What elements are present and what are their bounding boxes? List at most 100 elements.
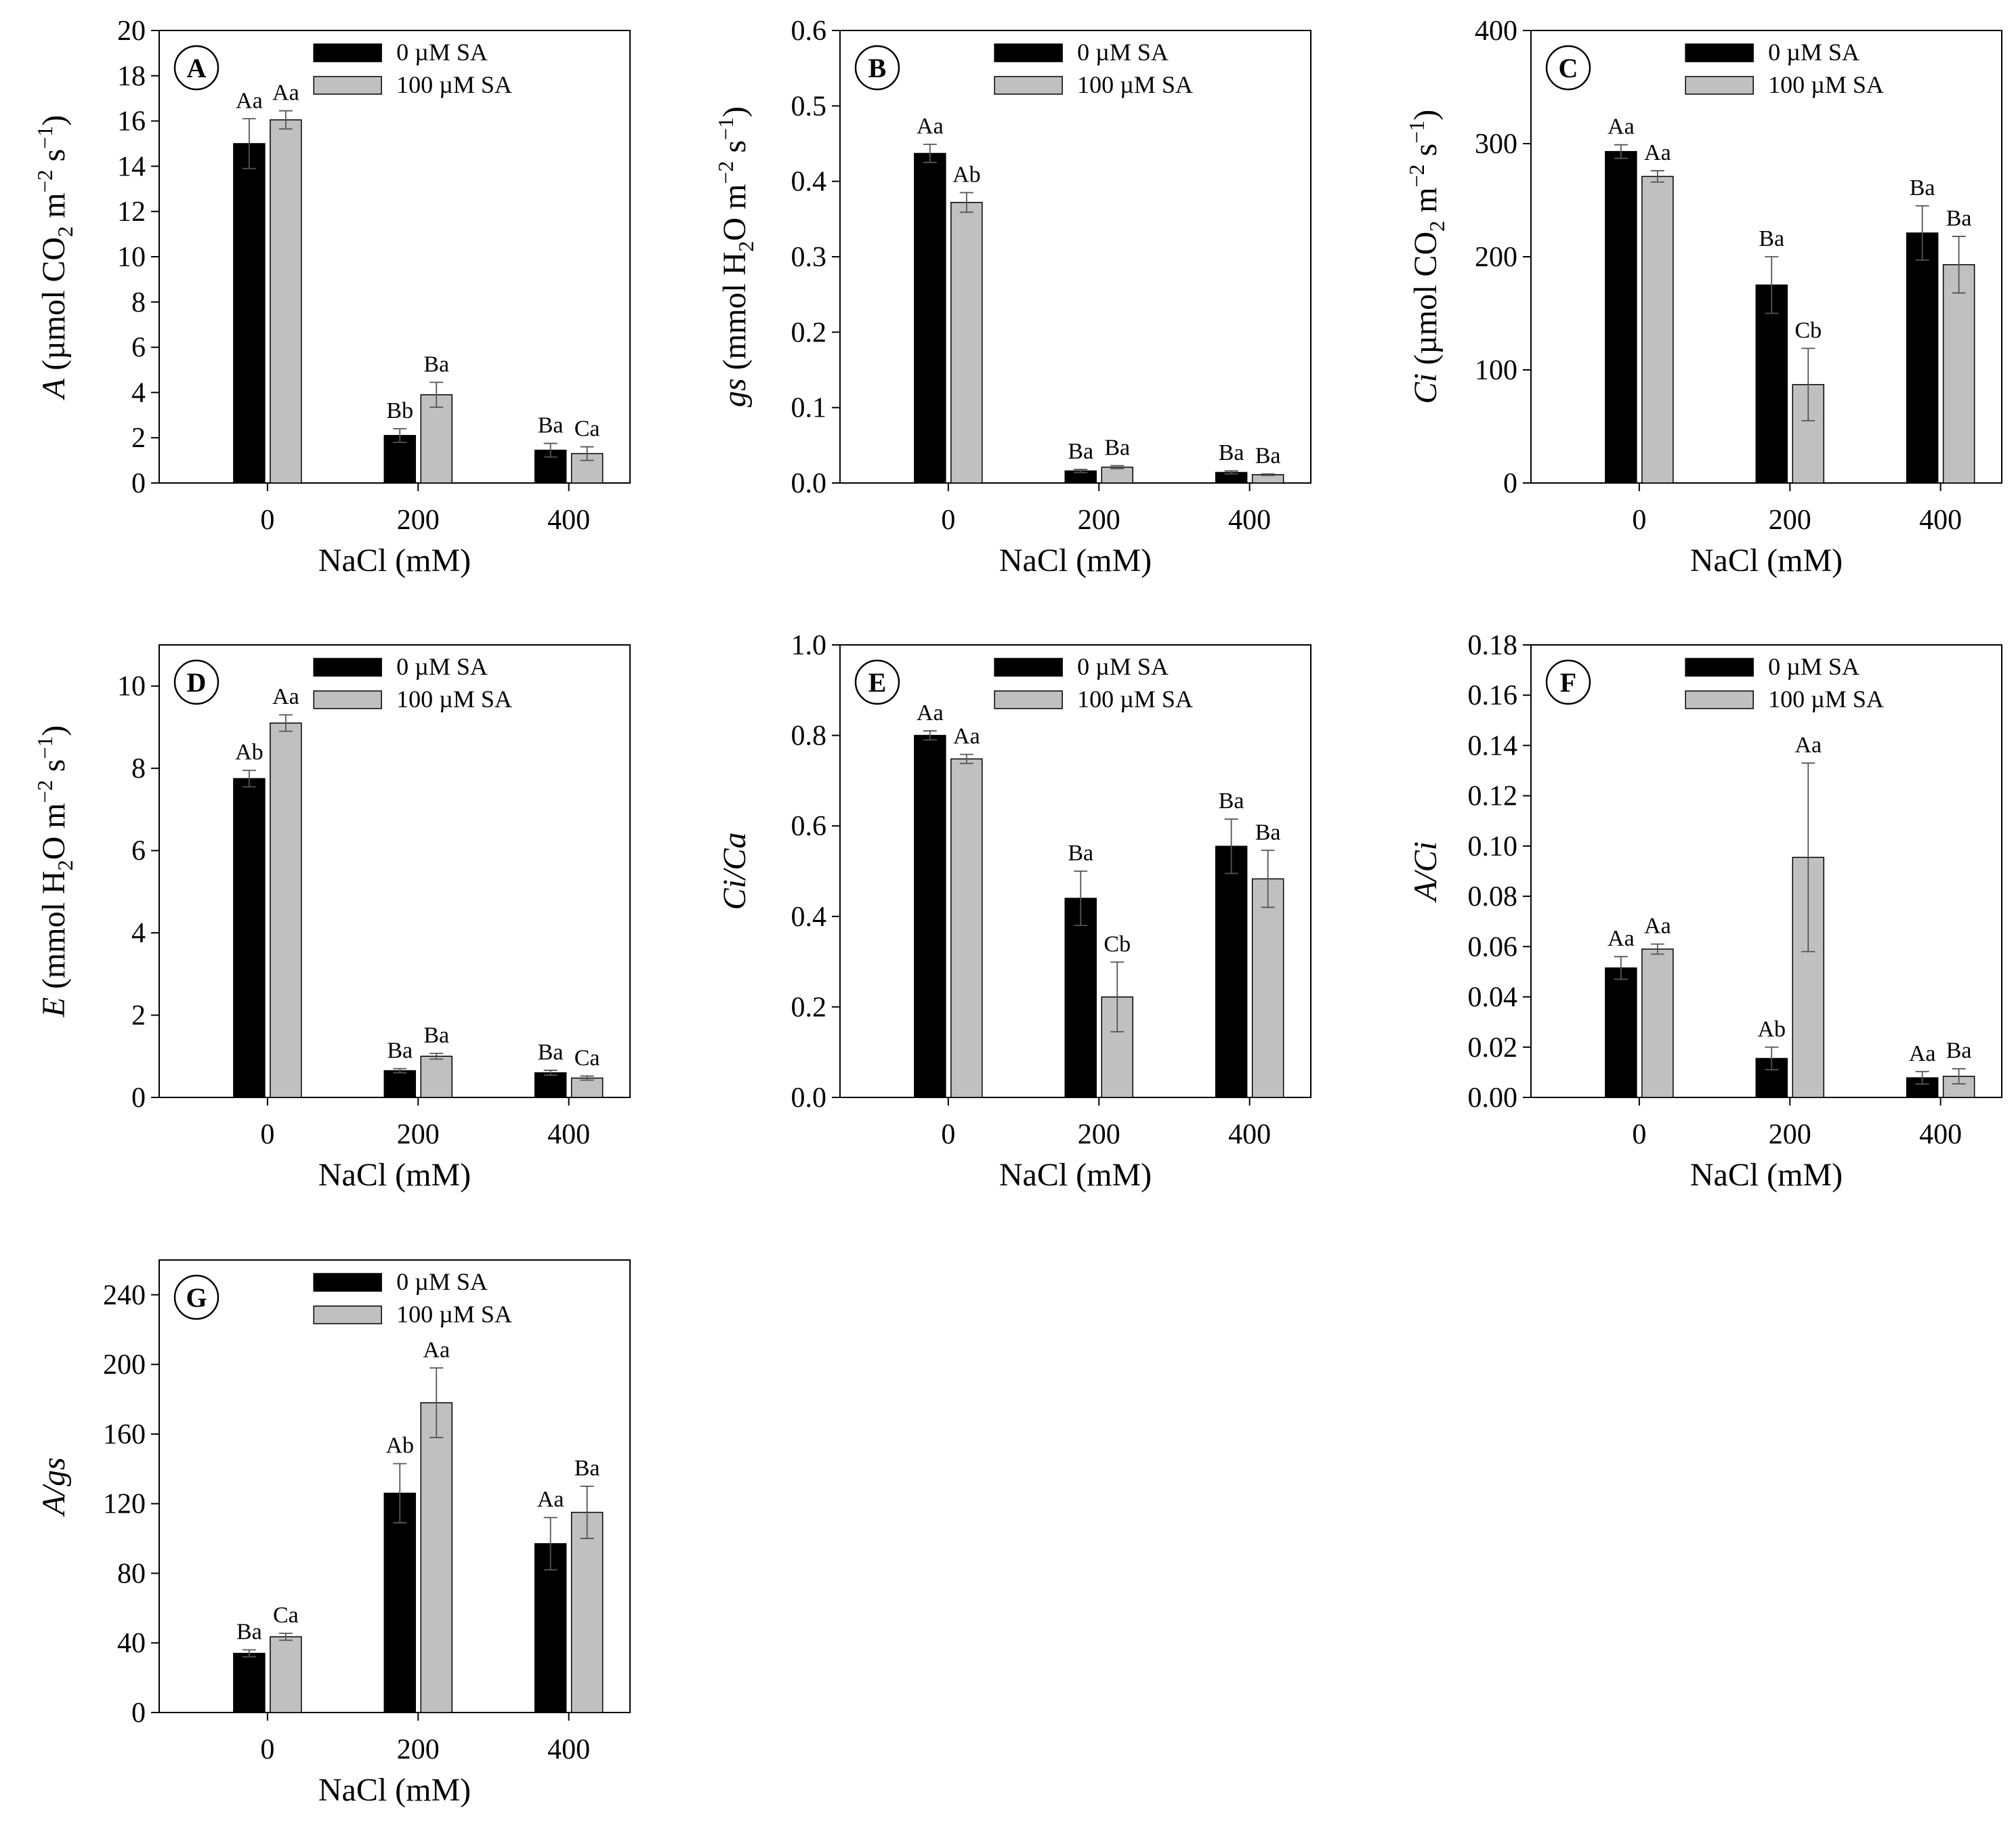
x-axis-title: NaCl (mM) xyxy=(318,543,471,579)
y-tick-label: 200 xyxy=(103,1349,146,1381)
y-tick-label: 0.5 xyxy=(791,91,827,122)
bar xyxy=(1641,175,1674,484)
x-tick-label: 200 xyxy=(1078,1119,1120,1150)
bar xyxy=(1605,150,1637,484)
y-tick-label: 0.8 xyxy=(791,721,827,752)
y-tick-label: 6 xyxy=(131,333,146,364)
legend-label: 0 µM SA xyxy=(1768,653,1860,680)
x-axis-title: NaCl (mM) xyxy=(1690,543,1843,579)
significance-label: Aa xyxy=(1644,914,1671,939)
significance-label: Ba xyxy=(1255,820,1281,845)
bar xyxy=(420,1402,453,1713)
x-tick-label: 400 xyxy=(547,1119,590,1150)
bar xyxy=(1215,845,1248,1098)
significance-label: Ca xyxy=(574,1045,600,1070)
legend-swatch xyxy=(313,43,382,62)
y-tick-label: 0.6 xyxy=(791,811,827,842)
y-tick-label: 0.4 xyxy=(791,902,827,933)
x-tick-label: 200 xyxy=(1078,505,1120,536)
bar xyxy=(950,758,983,1098)
y-tick-label: 0.10 xyxy=(1468,831,1518,862)
significance-label: Ba xyxy=(1759,226,1784,251)
panel-letter-circle xyxy=(173,1274,219,1320)
panel-letter-circle xyxy=(173,659,219,705)
panel-letter-circle xyxy=(854,45,900,91)
significance-label: Ba xyxy=(1219,440,1244,465)
y-tick-label: 0.14 xyxy=(1468,730,1518,761)
significance-label: Aa xyxy=(272,684,299,709)
y-tick-label: 0 xyxy=(1503,468,1517,499)
y-axis-title: A/Ci xyxy=(1408,841,1444,903)
bar xyxy=(950,202,983,484)
y-tick-label: 0.18 xyxy=(1468,630,1518,661)
bar xyxy=(1251,878,1284,1098)
significance-label: Aa xyxy=(1608,926,1635,951)
y-tick-label: 0.4 xyxy=(791,167,827,198)
bar xyxy=(914,152,946,484)
significance-label: Ba xyxy=(1104,435,1130,460)
significance-label: Aa xyxy=(537,1487,564,1512)
legend-swatch xyxy=(313,658,382,677)
y-tick-label: 8 xyxy=(131,753,146,784)
bar xyxy=(383,1070,416,1098)
significance-label: Aa xyxy=(423,1337,450,1362)
x-axis-title: NaCl (mM) xyxy=(318,1157,471,1193)
x-axis-title: NaCl (mM) xyxy=(318,1772,471,1808)
y-tick-label: 0.0 xyxy=(791,1083,827,1114)
y-tick-label: 0.06 xyxy=(1468,931,1518,963)
y-axis-title: Ci/Ca xyxy=(717,833,753,910)
y-tick-label: 12 xyxy=(117,196,146,228)
panel-letter: A xyxy=(187,53,207,83)
significance-label: Ba xyxy=(236,1620,262,1645)
legend-swatch xyxy=(313,690,382,709)
legend-swatch xyxy=(1685,76,1754,95)
y-tick-label: 0.08 xyxy=(1468,881,1518,912)
significance-label: Aa xyxy=(1644,140,1671,165)
bar xyxy=(233,778,266,1098)
legend-label: 100 µM SA xyxy=(1077,71,1193,98)
y-axis-title: Ci (µmol CO2 m−2 s−1) xyxy=(1404,110,1449,404)
y-tick-label: 0.02 xyxy=(1468,1032,1518,1064)
legend-label: 100 µM SA xyxy=(1768,71,1884,98)
legend-swatch xyxy=(1685,43,1754,62)
panel-letter: G xyxy=(186,1282,207,1313)
legend-swatch xyxy=(1685,658,1754,677)
significance-label: Ba xyxy=(538,413,564,438)
x-tick-label: 0 xyxy=(941,505,955,536)
panel-letter: F xyxy=(1560,667,1576,698)
significance-label: Ba xyxy=(387,1038,413,1063)
x-tick-label: 0 xyxy=(1632,1119,1646,1150)
y-tick-label: 16 xyxy=(117,106,146,138)
bar xyxy=(233,1652,266,1713)
bar xyxy=(1605,967,1637,1098)
x-tick-label: 200 xyxy=(397,1119,440,1150)
x-tick-label: 200 xyxy=(1769,1119,1811,1150)
panel-letter-circle xyxy=(854,659,900,705)
bar xyxy=(914,734,946,1098)
bar xyxy=(383,1492,416,1713)
significance-label: Ab xyxy=(1757,1017,1786,1042)
significance-label: Cb xyxy=(1794,318,1822,343)
legend-label: 100 µM SA xyxy=(396,71,512,98)
y-tick-label: 0 xyxy=(131,1698,146,1729)
legend-label: 0 µM SA xyxy=(1768,39,1860,66)
significance-label: Bb xyxy=(386,398,413,423)
bar xyxy=(420,1055,453,1098)
legend-swatch xyxy=(313,76,382,95)
bar xyxy=(270,119,302,484)
chart-panel-f: 0.00 0.02 0.04 0.06 0.08 0.10 0.12 0.14 0.16 0.18… xyxy=(1408,630,2002,1193)
legend-label: 0 µM SA xyxy=(1077,653,1169,680)
x-tick-label: 400 xyxy=(1228,505,1271,536)
bar xyxy=(1101,466,1133,484)
x-tick-label: 400 xyxy=(1919,1119,1962,1150)
significance-label: Ab xyxy=(235,740,264,765)
x-tick-label: 0 xyxy=(260,1119,274,1150)
panel-letter: E xyxy=(868,667,887,698)
x-tick-label: 200 xyxy=(1769,505,1811,536)
bar xyxy=(1755,285,1788,484)
bar xyxy=(270,1636,302,1713)
y-tick-label: 0.6 xyxy=(791,16,827,47)
significance-label: Aa xyxy=(1794,732,1822,757)
plot-frame xyxy=(159,644,631,1098)
